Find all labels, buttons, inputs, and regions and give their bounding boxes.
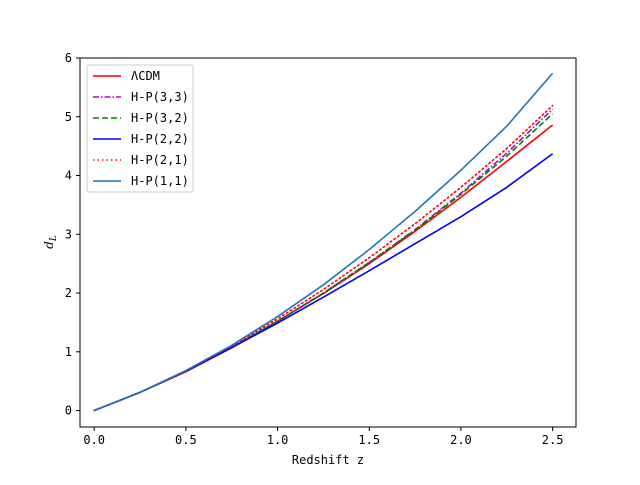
y-axis-label-main: d [42,241,56,249]
y-tick-label: 1 [65,345,72,359]
y-axis-label: dL [42,235,59,249]
y-tick-label: 2 [65,286,72,300]
x-tick-label: 2.0 [450,433,472,447]
legend-box [86,64,194,193]
series-layer [93,72,554,412]
legend-label-2: H-P(3,3) [131,90,189,104]
x-tick-label: 1.0 [267,433,289,447]
x-tick-label: 1.5 [358,433,380,447]
legend-label-6: H-P(1,1) [131,174,189,188]
y-tick-label: 3 [65,227,72,241]
x-tick-label: 0.5 [175,433,197,447]
x-axis-ticks: 0.0 0.5 1.0 1.5 2.0 2.5 [83,427,563,447]
legend-label-4: H-P(2,2) [131,132,189,146]
y-axis-ticks: 0 1 2 3 4 5 6 [65,51,80,418]
legend-entries: ΛCDM H-P(3,3) H-P(3,2) H-P(2,2) H-P(2,1) H-P(… [93,69,189,188]
x-tick-label: 2.5 [542,433,564,447]
y-tick-label: 6 [65,51,72,65]
x-tick-label: 0.0 [83,433,105,447]
y-tick-label: 4 [65,169,72,183]
y-tick-label: 0 [65,404,72,418]
y-tick-label: 5 [65,110,72,124]
legend-label-3: H-P(3,2) [131,111,189,125]
y-axis-label-subscript: L [49,235,59,242]
legend-label-5: H-P(2,1) [131,153,189,167]
x-axis-label: Redshift z [292,453,364,467]
legend-label-1: ΛCDM [131,69,160,83]
legend: ΛCDM H-P(3,3) H-P(3,2) H-P(2,2) H-P(2,1) H-P(… [86,64,194,193]
series-line-6 [93,72,554,412]
plot-frame [79,57,577,428]
